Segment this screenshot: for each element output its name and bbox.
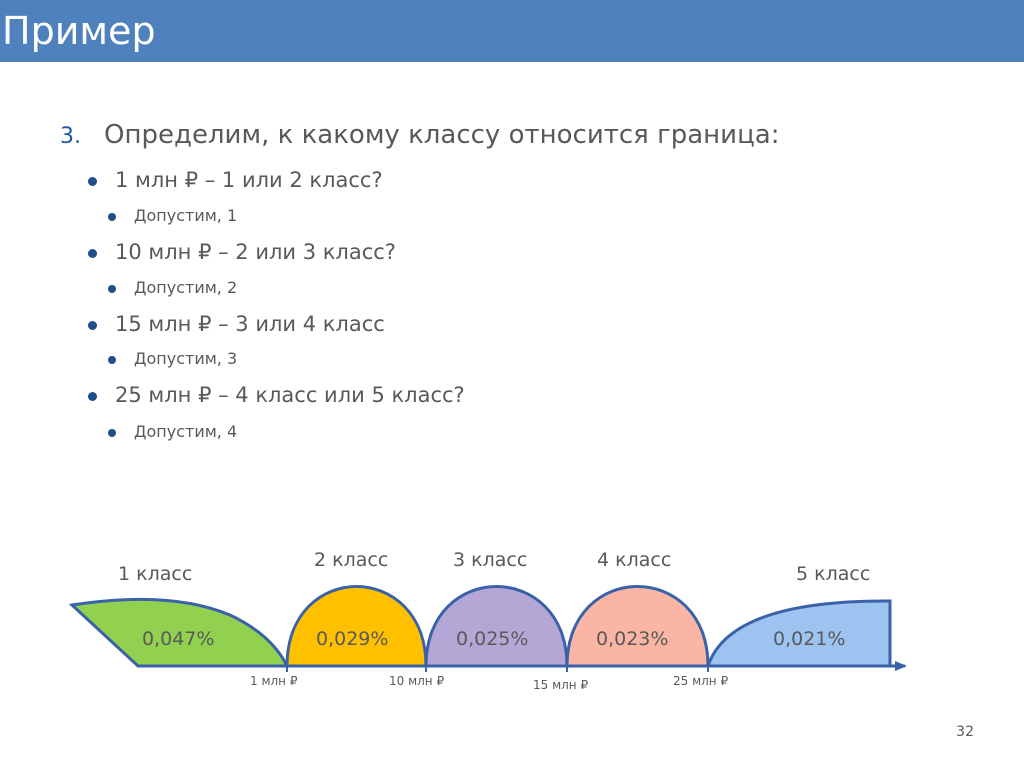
list-subitem: Допустим, 4	[108, 422, 237, 441]
page-number: 32	[956, 724, 974, 740]
item-label: 15 млн ₽ – 3 или 4 класс	[115, 312, 385, 336]
class-1-shape	[68, 597, 290, 668]
class-label: 4 класс	[597, 549, 671, 571]
slide-title: Пример	[2, 9, 156, 53]
subitem-label: Допустим, 3	[134, 349, 238, 368]
item-label: 25 млн ₽ – 4 класс или 5 класс?	[115, 383, 465, 407]
bullet-icon	[108, 355, 116, 364]
heading-number: 3.	[60, 124, 81, 149]
subitem-label: Допустим, 2	[134, 278, 238, 297]
title-bar: Пример	[0, 0, 1024, 62]
class-label: 3 класс	[453, 549, 527, 571]
class-2-shape	[285, 585, 428, 668]
class-value: 0,021%	[773, 628, 845, 650]
class-value: 0,029%	[316, 628, 388, 650]
bullet-icon	[108, 212, 116, 221]
class-4-shape	[565, 585, 710, 668]
list-item: 1 млн ₽ – 1 или 2 класс?	[88, 168, 383, 192]
list-subitem: Допустим, 1	[108, 206, 237, 225]
heading-line: 3. Определим, к какому классу относится г…	[60, 120, 779, 150]
bullet-icon	[88, 391, 97, 401]
list-subitem: Допустим, 2	[108, 278, 237, 297]
bullet-icon	[108, 428, 116, 437]
bullet-icon	[88, 176, 97, 186]
list-item: 25 млн ₽ – 4 класс или 5 класс?	[88, 383, 465, 407]
list-subitem: Допустим, 3	[108, 349, 237, 368]
class-label: 5 класс	[796, 563, 870, 585]
boundary-label: 10 млн ₽	[389, 674, 444, 688]
class-label: 2 класс	[314, 549, 388, 571]
bullet-icon	[88, 248, 97, 258]
item-label: 10 млн ₽ – 2 или 3 класс?	[115, 240, 396, 264]
subitem-label: Допустим, 4	[134, 422, 238, 441]
class-value: 0,025%	[456, 628, 528, 650]
class-value: 0,023%	[596, 628, 668, 650]
list-item: 15 млн ₽ – 3 или 4 класс	[88, 312, 385, 336]
list-item: 10 млн ₽ – 2 или 3 класс?	[88, 240, 396, 264]
heading-text: Определим, к какому классу относится гра…	[104, 120, 780, 150]
class-label: 1 класс	[118, 563, 192, 585]
subitem-label: Допустим, 1	[134, 206, 238, 225]
bullet-icon	[88, 320, 97, 330]
boundary-label: 25 млн ₽	[673, 674, 728, 688]
class-3-shape	[424, 585, 569, 668]
boundary-label: 15 млн ₽	[533, 678, 588, 692]
item-label: 1 млн ₽ – 1 или 2 класс?	[115, 168, 383, 192]
class-value: 0,047%	[142, 628, 214, 650]
bullet-icon	[108, 284, 116, 293]
class-5-shape	[705, 599, 892, 668]
boundary-label: 1 млн ₽	[250, 674, 298, 688]
